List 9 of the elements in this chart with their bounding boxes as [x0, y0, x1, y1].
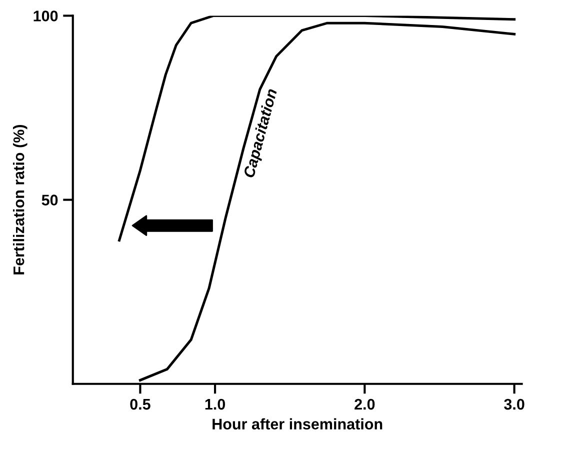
- y-axis-title: Fertilization ratio (%): [13, 125, 28, 274]
- x-tick-label: 2.0: [354, 398, 375, 410]
- y-tick-label: 100: [34, 10, 58, 22]
- line-series: [118, 16, 516, 242]
- x-tick-label: 3.0: [504, 398, 524, 410]
- x-tick-label: 0.5: [130, 398, 150, 410]
- y-tick-label: 50: [42, 194, 58, 206]
- x-tick-label: 1.0: [205, 398, 226, 410]
- x-axis-title: Hour after insemination: [212, 418, 382, 430]
